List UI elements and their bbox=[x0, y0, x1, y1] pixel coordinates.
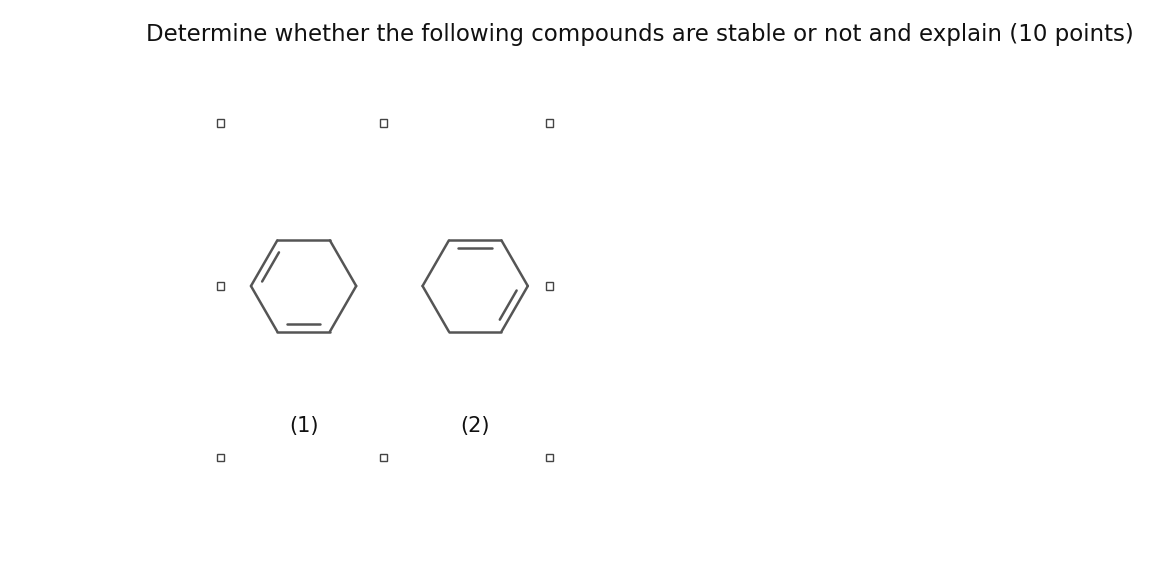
Text: (2): (2) bbox=[460, 416, 490, 436]
Bar bbox=[546, 119, 554, 126]
Bar bbox=[546, 283, 554, 289]
Bar bbox=[217, 454, 224, 461]
Text: Determine whether the following compounds are stable or not and explain (10 poin: Determine whether the following compound… bbox=[147, 23, 1134, 46]
Text: (1): (1) bbox=[289, 416, 318, 436]
Bar bbox=[217, 119, 224, 126]
Bar bbox=[380, 119, 387, 126]
Bar bbox=[217, 283, 224, 289]
Bar bbox=[380, 454, 387, 461]
Bar bbox=[546, 454, 554, 461]
